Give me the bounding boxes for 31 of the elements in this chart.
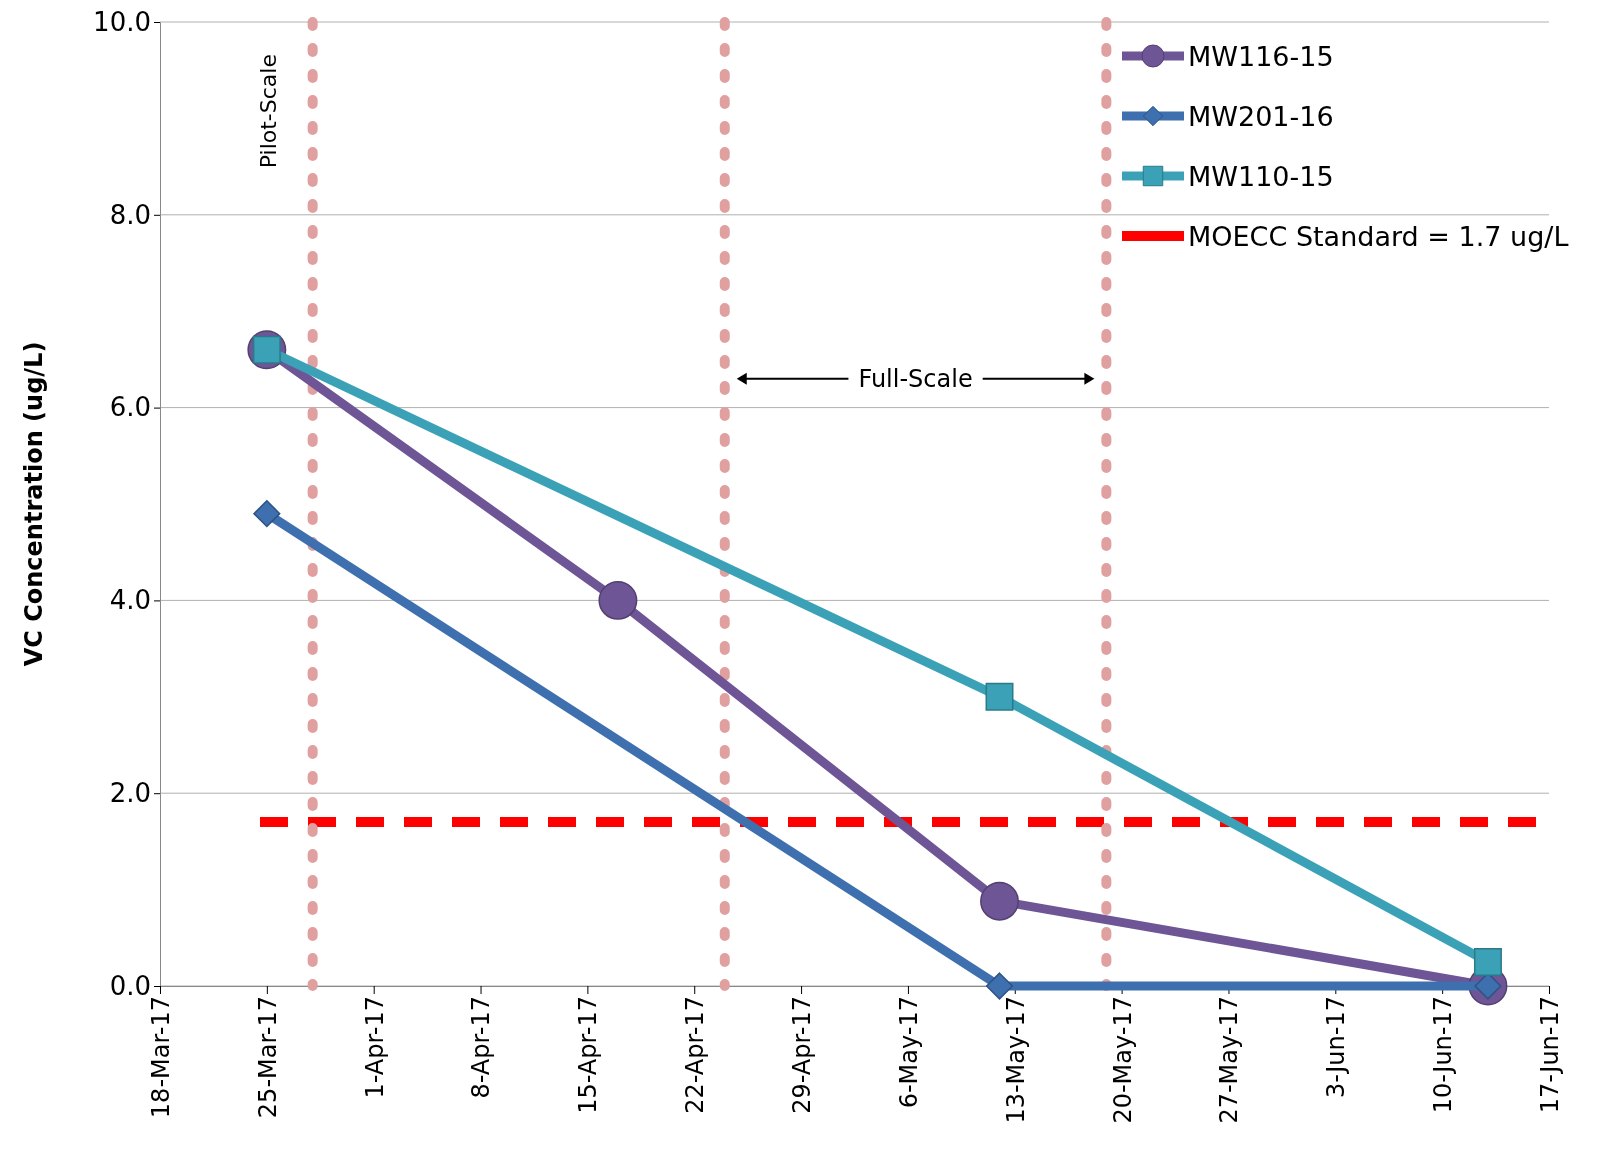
x-tick-label: 15-Apr-17 [574, 996, 603, 1114]
y-tick-label: 8.0 [109, 199, 151, 230]
legend-label: MW110-15 [1188, 161, 1334, 192]
y-tick-label: 6.0 [109, 392, 151, 423]
y-tick-label: 2.0 [109, 778, 151, 809]
x-tick-label: 29-Apr-17 [787, 996, 816, 1114]
point [253, 500, 281, 528]
y-axis-title: VC Concentration (ug/L) [20, 341, 48, 667]
point [980, 881, 1019, 921]
annotation: Full-Scale [858, 364, 973, 393]
point [1473, 947, 1502, 976]
legend-label: MW116-15 [1188, 41, 1334, 72]
point [598, 580, 638, 620]
point [985, 682, 1014, 711]
x-tick-label: 3-Jun-17 [1322, 996, 1351, 1098]
legend-label: MW201-16 [1188, 101, 1334, 132]
point [985, 972, 1014, 1000]
x-tick-label: 27-May-17 [1215, 996, 1244, 1124]
x-tick-label: 8-Apr-17 [467, 996, 496, 1099]
legend-label: MOECC Standard = 1.7 ug/L [1188, 221, 1569, 252]
x-tick-label: 6-May-17 [894, 996, 923, 1109]
x-tick-label: 1-Apr-17 [360, 996, 389, 1099]
y-tick-label: 10.0 [93, 6, 151, 37]
y-tick-label: 4.0 [109, 585, 151, 616]
ref-line-label: Pilot-Scale [255, 54, 281, 169]
x-tick-label: 13-May-17 [1001, 996, 1030, 1124]
x-tick-label: 20-May-17 [1108, 996, 1137, 1124]
x-tick-label: 25-Mar-17 [253, 996, 282, 1119]
x-tick-label: 17-Jun-17 [1535, 996, 1564, 1114]
x-tick-label: 10-Jun-17 [1429, 996, 1458, 1114]
x-tick-label: 22-Apr-17 [681, 996, 710, 1114]
